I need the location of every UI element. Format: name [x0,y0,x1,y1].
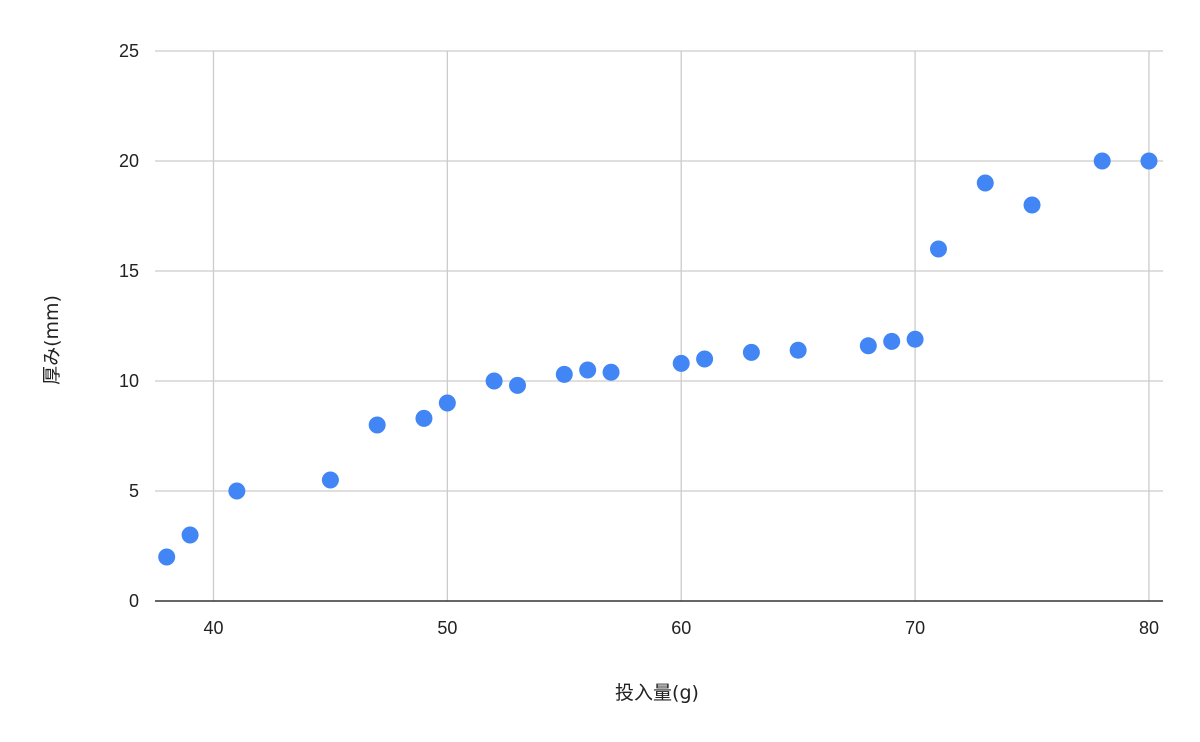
data-point [321,471,339,489]
tick-labels: 0 5 10 15 20 25 40 50 60 70 80 [119,41,1159,638]
x-tick-label: 40 [203,618,223,638]
data-point [228,482,246,500]
data-point [789,341,807,359]
x-tick-label: 60 [671,618,691,638]
data-point [485,372,503,390]
y-tick-label: 25 [119,41,139,61]
data-point [1140,152,1158,170]
grid-lines [155,50,1163,601]
data-point [415,409,433,427]
data-point [742,343,760,361]
data-point [158,548,176,566]
x-tick-label: 70 [905,618,925,638]
data-point [859,337,877,355]
data-point [883,332,901,350]
x-axis-title: 投入量(g) [615,682,699,704]
data-points [158,152,1158,566]
x-tick-label: 80 [1139,618,1159,638]
data-point [438,394,456,412]
x-tick-label: 50 [437,618,457,638]
data-point [929,240,947,258]
data-point [555,365,573,383]
data-point [509,376,527,394]
data-point [579,361,597,379]
data-point [181,526,199,544]
data-point [602,363,620,381]
y-tick-label: 10 [119,371,139,391]
data-point [1093,152,1111,170]
y-axis-title: 厚み(mm) [41,295,63,385]
y-tick-label: 15 [119,261,139,281]
data-point [906,330,924,348]
y-tick-label: 0 [129,591,139,611]
y-tick-label: 20 [119,151,139,171]
data-point [1023,196,1041,214]
data-point [976,174,994,192]
y-tick-label: 5 [129,481,139,501]
data-point [368,416,386,434]
data-point [696,350,714,368]
data-point [672,354,690,372]
